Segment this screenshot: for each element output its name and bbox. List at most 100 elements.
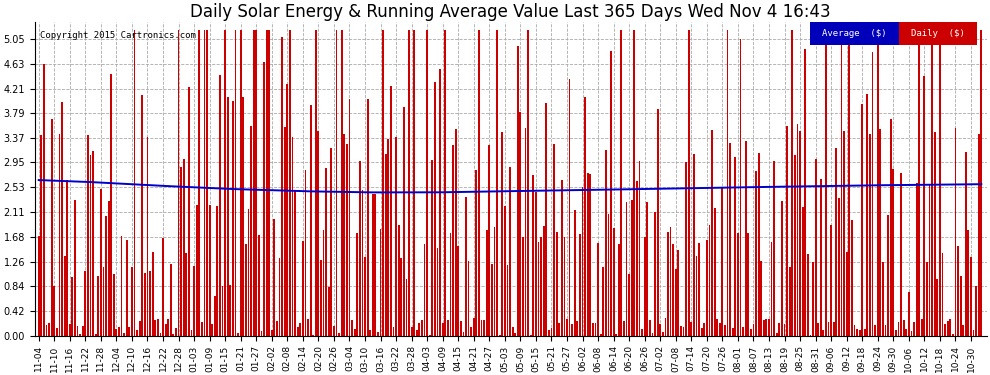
Bar — [154, 320, 156, 336]
Bar — [305, 170, 306, 336]
Bar — [533, 175, 535, 336]
Bar — [776, 333, 778, 336]
Bar — [76, 327, 78, 336]
Bar — [369, 330, 371, 336]
Bar — [820, 179, 822, 336]
Bar — [142, 95, 144, 336]
Bar — [71, 278, 73, 336]
Bar — [372, 194, 373, 336]
Bar — [147, 137, 148, 336]
Bar — [419, 322, 421, 336]
Bar — [232, 101, 234, 336]
Bar — [50, 119, 52, 336]
Bar — [530, 334, 532, 336]
Bar — [395, 137, 397, 336]
Bar — [100, 189, 102, 336]
Bar — [727, 30, 729, 336]
Bar — [124, 333, 125, 336]
Bar — [517, 46, 519, 336]
Bar — [248, 209, 249, 336]
Bar — [799, 131, 801, 336]
Bar — [53, 286, 55, 336]
Text: Daily  ($): Daily ($) — [911, 29, 965, 38]
Bar — [55, 328, 57, 336]
Bar — [46, 326, 48, 336]
Bar — [406, 279, 407, 336]
Bar — [618, 244, 620, 336]
Bar — [214, 296, 216, 336]
Bar — [87, 135, 89, 336]
Bar — [462, 332, 464, 336]
Bar — [434, 82, 436, 336]
Bar — [541, 237, 542, 336]
Bar — [442, 323, 444, 336]
Bar — [292, 137, 293, 336]
Bar — [260, 331, 262, 336]
Bar — [752, 324, 754, 336]
Bar — [543, 226, 545, 336]
Bar — [480, 320, 482, 336]
Bar — [429, 334, 431, 336]
Bar — [791, 30, 793, 336]
Bar — [744, 141, 746, 336]
Bar — [887, 214, 889, 336]
Bar — [589, 174, 591, 336]
Bar — [366, 99, 368, 336]
Bar — [514, 333, 516, 336]
Bar — [475, 170, 477, 336]
Bar — [89, 156, 91, 336]
Bar — [82, 326, 83, 336]
Bar — [848, 30, 850, 336]
Bar — [877, 30, 879, 336]
Bar — [913, 322, 915, 336]
Bar — [379, 229, 381, 336]
Bar — [561, 180, 562, 336]
Bar — [732, 327, 734, 336]
Bar — [289, 30, 291, 336]
Bar — [58, 134, 60, 336]
Bar — [278, 258, 280, 336]
Bar — [576, 321, 578, 336]
Bar — [162, 238, 164, 336]
Bar — [864, 329, 865, 336]
Bar — [180, 167, 182, 336]
Bar — [693, 154, 695, 336]
Bar — [574, 210, 575, 336]
Bar — [393, 327, 394, 336]
Bar — [149, 271, 150, 336]
Bar — [629, 274, 630, 336]
Bar — [121, 236, 123, 336]
Bar — [815, 159, 817, 336]
Bar — [339, 333, 340, 336]
Bar — [548, 330, 549, 336]
Bar — [460, 321, 461, 336]
Bar — [284, 128, 286, 336]
Bar — [452, 146, 454, 336]
Bar — [315, 30, 317, 336]
Bar — [421, 320, 423, 336]
Bar — [312, 334, 314, 336]
Bar — [616, 334, 617, 336]
Bar — [631, 200, 633, 336]
Bar — [344, 135, 346, 336]
Bar — [151, 252, 153, 336]
Bar — [802, 207, 804, 336]
Bar — [341, 30, 343, 336]
Bar — [139, 321, 141, 336]
Bar — [861, 104, 863, 336]
Bar — [972, 330, 974, 336]
Bar — [742, 327, 744, 336]
Bar — [356, 233, 358, 336]
Bar — [845, 252, 847, 336]
Bar — [183, 159, 184, 336]
Bar — [457, 246, 459, 336]
Bar — [271, 330, 272, 336]
Bar — [240, 30, 242, 336]
Bar — [61, 102, 63, 336]
Bar — [582, 188, 583, 336]
Bar — [129, 327, 131, 336]
Bar — [717, 319, 718, 336]
Bar — [672, 244, 674, 336]
Bar — [310, 105, 312, 336]
Bar — [385, 154, 387, 336]
